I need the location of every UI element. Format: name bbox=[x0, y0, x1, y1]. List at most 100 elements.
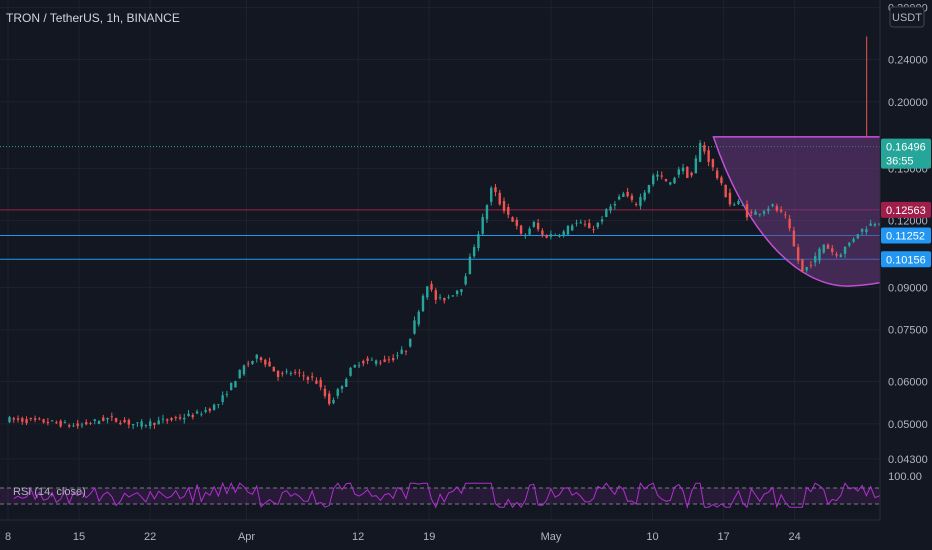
resistance-tag-label: 0.12563 bbox=[886, 205, 926, 217]
candle-body bbox=[272, 366, 276, 372]
candle-body bbox=[865, 229, 868, 233]
candle-body bbox=[379, 362, 382, 364]
chart-title: TRON / TetherUS, 1h, BINANCE bbox=[6, 11, 180, 25]
candle-body bbox=[652, 175, 655, 185]
candle-body bbox=[724, 185, 727, 198]
candle-body bbox=[524, 235, 527, 237]
candle-body bbox=[366, 358, 369, 361]
candle-body bbox=[242, 365, 246, 375]
candle-body bbox=[664, 179, 668, 181]
candle-body bbox=[85, 422, 88, 425]
candle-body bbox=[737, 200, 740, 205]
horizontal-lines-layer bbox=[0, 146, 880, 260]
candle-body bbox=[29, 418, 33, 419]
candle-body bbox=[588, 223, 591, 229]
candle-body bbox=[33, 418, 37, 420]
candle-body bbox=[502, 201, 506, 211]
candle-body bbox=[613, 204, 617, 206]
candle-body bbox=[835, 254, 838, 256]
candle-body bbox=[255, 354, 258, 359]
candle-body bbox=[451, 295, 455, 297]
x-tick-label: 12 bbox=[352, 531, 364, 543]
candle-body bbox=[553, 234, 557, 236]
candle-body bbox=[805, 266, 808, 271]
candle-body bbox=[268, 361, 271, 367]
candle-body bbox=[571, 225, 574, 231]
candle-body bbox=[669, 182, 672, 185]
y-tick-label: 0.07500 bbox=[888, 325, 928, 337]
candle-body bbox=[460, 289, 463, 293]
x-tick-label: 19 bbox=[423, 531, 435, 543]
candle-body bbox=[221, 395, 224, 403]
candle-body bbox=[400, 349, 403, 354]
candle-body bbox=[170, 418, 173, 420]
candle-body bbox=[25, 419, 28, 424]
candle-body bbox=[609, 206, 612, 211]
candle-body bbox=[575, 222, 578, 224]
currency-selector[interactable]: USDT bbox=[889, 6, 925, 28]
candle-body bbox=[728, 192, 732, 205]
candle-body bbox=[498, 192, 501, 205]
candle-body bbox=[123, 419, 126, 423]
candles-layer bbox=[8, 140, 932, 430]
candle-body bbox=[630, 195, 634, 200]
candle-body bbox=[110, 416, 114, 418]
candle-body bbox=[374, 360, 378, 364]
candle-body bbox=[754, 211, 757, 215]
candle-body bbox=[434, 290, 437, 300]
candle-body bbox=[276, 370, 280, 377]
candle-body bbox=[494, 187, 497, 193]
y-tick-label: 0.24000 bbox=[888, 54, 928, 66]
candle-body bbox=[771, 204, 774, 207]
candle-body bbox=[383, 359, 386, 363]
candle-body bbox=[353, 365, 357, 368]
candle-body bbox=[605, 209, 608, 218]
candle-body bbox=[76, 423, 79, 427]
candle-body bbox=[140, 421, 143, 427]
candle-body bbox=[212, 404, 216, 410]
candle-body bbox=[238, 369, 241, 379]
candle-body bbox=[583, 223, 587, 225]
candle-body bbox=[127, 419, 131, 425]
candle-body bbox=[860, 228, 864, 232]
candle-body bbox=[592, 229, 595, 231]
y-tick-label: 0.05000 bbox=[888, 419, 928, 431]
candle-body bbox=[511, 217, 514, 222]
candle-body bbox=[814, 256, 817, 263]
candle-body bbox=[566, 226, 570, 235]
candle-body bbox=[178, 417, 182, 419]
candle-body bbox=[750, 212, 753, 214]
candle-body bbox=[647, 185, 651, 193]
y-tick-label: 0.20000 bbox=[888, 97, 928, 109]
candle-body bbox=[234, 381, 237, 388]
candle-body bbox=[626, 191, 629, 197]
candle-body bbox=[579, 222, 582, 224]
candle-body bbox=[204, 410, 207, 412]
candle-body bbox=[195, 411, 199, 414]
candle-body bbox=[673, 177, 676, 184]
candle-body bbox=[733, 204, 736, 206]
candle-body bbox=[336, 389, 339, 396]
candle-body bbox=[80, 424, 84, 426]
support-2-tag-label: 0.10156 bbox=[886, 254, 926, 266]
candle-body bbox=[50, 420, 54, 422]
candle-body bbox=[63, 422, 67, 423]
candle-body bbox=[183, 417, 186, 420]
candle-body bbox=[536, 222, 540, 230]
candle-body bbox=[677, 169, 680, 175]
candle-body bbox=[485, 205, 489, 220]
candle-body bbox=[792, 230, 796, 247]
candle-body bbox=[549, 234, 553, 237]
candle-body bbox=[600, 219, 604, 222]
candle-body bbox=[690, 172, 693, 176]
candle-body bbox=[370, 359, 374, 361]
candle-body bbox=[519, 225, 523, 234]
candle-body bbox=[869, 223, 872, 226]
candle-body bbox=[413, 320, 416, 334]
candle-body bbox=[251, 360, 254, 365]
candle-body bbox=[660, 175, 663, 177]
candle-body bbox=[873, 223, 877, 226]
rsi-top-value: 100.00 bbox=[888, 471, 922, 483]
candle-body bbox=[97, 420, 101, 424]
